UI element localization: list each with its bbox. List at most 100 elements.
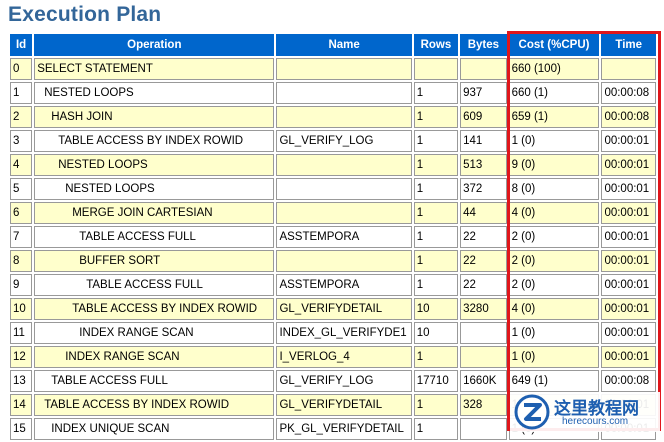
cell-rows: 1 [413, 394, 459, 416]
cell-time: 00:00:08 [601, 370, 656, 392]
cell-cost: 4 (0) [508, 202, 600, 224]
cell-rows: 1 [413, 154, 459, 176]
cell-time: 00:00:01 [601, 250, 656, 272]
cell-cost: 4 (0) [508, 298, 600, 320]
page-title: Execution Plan [8, 3, 162, 26]
table-row: 6 MERGE JOIN CARTESIAN 1 44 4 (0) 00:00:01 [10, 202, 656, 224]
cell-rows: 1 [413, 130, 459, 152]
cell-name [276, 154, 412, 176]
cell-time: 00:00:01 [601, 178, 656, 200]
watermark-url: herecours.com [562, 416, 629, 427]
cell-bytes [460, 322, 507, 344]
cell-id: 11 [10, 322, 33, 344]
cell-rows: 1 [413, 202, 459, 224]
table-row: 1 NESTED LOOPS 1 937 660 (1) 00:00:08 [10, 82, 656, 104]
cell-bytes [460, 346, 507, 368]
cell-bytes: 609 [460, 106, 507, 128]
cell-name [276, 106, 412, 128]
cell-name [276, 82, 412, 104]
cell-id: 7 [10, 226, 33, 248]
cell-operation: TABLE ACCESS FULL [34, 370, 275, 392]
cell-id: 0 [10, 58, 33, 80]
cell-bytes: 22 [460, 226, 507, 248]
cell-bytes: 328 [460, 394, 507, 416]
cell-id: 10 [10, 298, 33, 320]
cell-bytes: 513 [460, 154, 507, 176]
cell-operation: INDEX UNIQUE SCAN [34, 418, 275, 440]
cell-name: INDEX_GL_VERIFYDE1 [276, 322, 412, 344]
col-header-cost: Cost (%CPU) [508, 34, 600, 56]
z-logo-icon [514, 394, 550, 430]
cell-cost: 9 (0) [508, 154, 600, 176]
cell-id: 1 [10, 82, 33, 104]
cell-operation: HASH JOIN [34, 106, 275, 128]
table-row: 3 TABLE ACCESS BY INDEX ROWID GL_VERIFY_LO… [10, 130, 656, 152]
cell-operation: SELECT STATEMENT [34, 58, 275, 80]
cell-time: 00:00:01 [601, 130, 656, 152]
cell-name [276, 250, 412, 272]
cell-rows: 10 [413, 322, 459, 344]
cell-bytes: 937 [460, 82, 507, 104]
table-row: 10 TABLE ACCESS BY INDEX ROWID GL_VERIFYDE… [10, 298, 656, 320]
execution-plan-table: Id Operation Name Rows Bytes Cost (%CPU)… [8, 32, 658, 442]
col-header-time: Time [601, 34, 656, 56]
cell-time: 00:00:01 [601, 346, 656, 368]
table-row: 2 HASH JOIN 1 609 659 (1) 00:00:08 [10, 106, 656, 128]
cell-name [276, 178, 412, 200]
cell-time: 00:00:01 [601, 298, 656, 320]
cell-time: 00:00:01 [601, 322, 656, 344]
cell-operation: TABLE ACCESS FULL [34, 274, 275, 296]
cell-bytes: 3280 [460, 298, 507, 320]
cell-rows: 1 [413, 346, 459, 368]
cell-rows [413, 58, 459, 80]
cell-bytes [460, 58, 507, 80]
cell-rows: 1 [413, 178, 459, 200]
cell-operation: MERGE JOIN CARTESIAN [34, 202, 275, 224]
header-row: Id Operation Name Rows Bytes Cost (%CPU)… [10, 34, 656, 56]
cell-cost: 2 (0) [508, 274, 600, 296]
cell-operation: TABLE ACCESS BY INDEX ROWID [34, 130, 275, 152]
cell-rows: 1 [413, 418, 459, 440]
cell-bytes: 372 [460, 178, 507, 200]
cell-bytes [460, 418, 507, 440]
cell-bytes: 22 [460, 250, 507, 272]
table-row: 5 NESTED LOOPS 1 372 8 (0) 00:00:01 [10, 178, 656, 200]
cell-name: GL_VERIFY_LOG [276, 370, 412, 392]
cell-time: 00:00:01 [601, 202, 656, 224]
cell-rows: 17710 [413, 370, 459, 392]
cell-operation: BUFFER SORT [34, 250, 275, 272]
col-header-name: Name [276, 34, 412, 56]
cell-id: 2 [10, 106, 33, 128]
table-row: 9 TABLE ACCESS FULL ASSTEMPORA 1 22 2 (0) 00:0… [10, 274, 656, 296]
cell-name: GL_VERIFY_LOG [276, 130, 412, 152]
cell-bytes: 141 [460, 130, 507, 152]
cell-name: PK_GL_VERIFYDETAIL [276, 418, 412, 440]
table-row: 11 INDEX RANGE SCAN INDEX_GL_VERIFYDE1 10 1 … [10, 322, 656, 344]
cell-time: 00:00:01 [601, 154, 656, 176]
cell-cost: 2 (0) [508, 250, 600, 272]
cell-bytes: 1660K [460, 370, 507, 392]
cell-bytes: 22 [460, 274, 507, 296]
cell-rows: 1 [413, 82, 459, 104]
col-header-bytes: Bytes [460, 34, 507, 56]
cell-name [276, 202, 412, 224]
cell-operation: INDEX RANGE SCAN [34, 322, 275, 344]
cell-operation: TABLE ACCESS FULL [34, 226, 275, 248]
cell-time: 00:00:01 [601, 274, 656, 296]
cell-rows: 10 [413, 298, 459, 320]
watermark-text: 这里教程网 [554, 399, 639, 419]
cell-rows: 1 [413, 250, 459, 272]
table-row: 13 TABLE ACCESS FULL GL_VERIFY_LOG 17710 166… [10, 370, 656, 392]
cell-id: 14 [10, 394, 33, 416]
cell-id: 13 [10, 370, 33, 392]
col-header-id: Id [10, 34, 33, 56]
cell-rows: 1 [413, 226, 459, 248]
cell-cost: 649 (1) [508, 370, 600, 392]
cell-cost: 660 (1) [508, 82, 600, 104]
cell-name: I_VERLOG_4 [276, 346, 412, 368]
cell-name [276, 58, 412, 80]
plan-body: 0 SELECT STATEMENT 660 (100) 1 NESTED LOOPS 1… [10, 58, 656, 440]
cell-rows: 1 [413, 106, 459, 128]
cell-name: GL_VERIFYDETAIL [276, 298, 412, 320]
cell-operation: INDEX RANGE SCAN [34, 346, 275, 368]
